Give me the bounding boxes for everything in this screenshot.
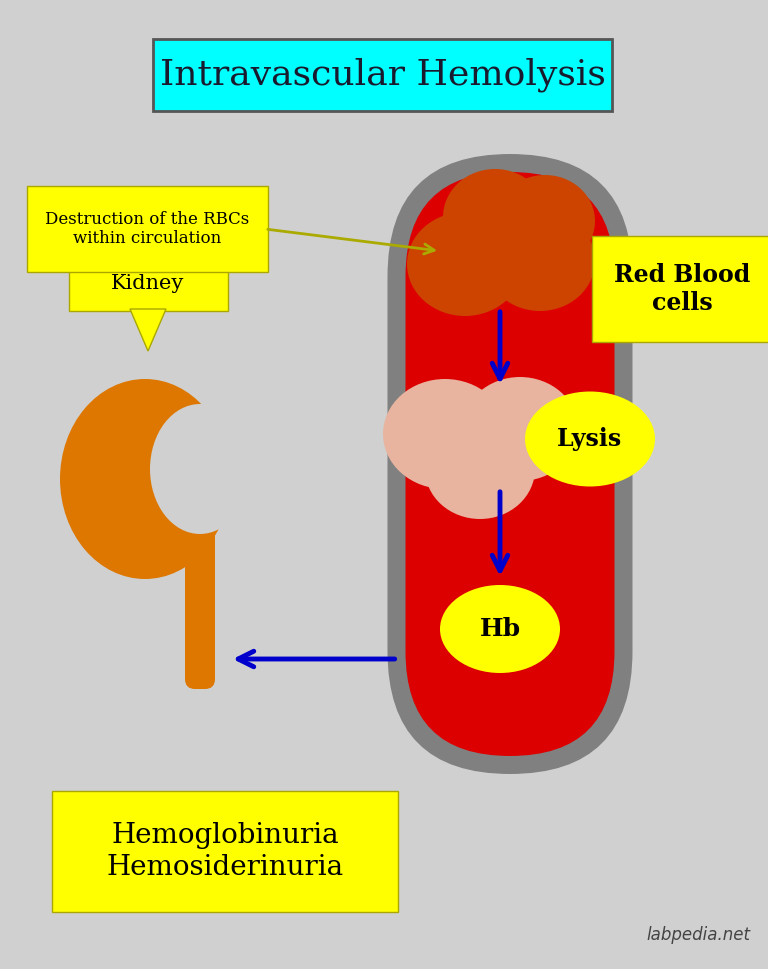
Text: Hemoglobinuria
Hemosiderinuria: Hemoglobinuria Hemosiderinuria [107,823,343,881]
Text: Kidney: Kidney [111,273,184,293]
FancyBboxPatch shape [68,255,227,311]
Ellipse shape [485,211,595,311]
Ellipse shape [407,212,523,316]
FancyBboxPatch shape [52,791,398,912]
Ellipse shape [443,169,547,265]
Text: Destruction of the RBCs
within circulation: Destruction of the RBCs within circulati… [45,210,250,247]
Ellipse shape [525,391,655,486]
Ellipse shape [495,175,595,267]
Ellipse shape [440,585,560,673]
Text: labpedia.net: labpedia.net [646,926,750,944]
Text: Lysis: Lysis [558,427,623,451]
Ellipse shape [150,404,250,534]
Text: Hb: Hb [479,617,521,641]
Ellipse shape [383,379,507,489]
Text: Red Blood
cells: Red Blood cells [614,264,750,315]
FancyBboxPatch shape [153,39,612,111]
Ellipse shape [60,379,230,579]
FancyBboxPatch shape [185,469,215,689]
FancyBboxPatch shape [406,172,614,756]
Ellipse shape [425,419,535,519]
Ellipse shape [462,377,578,481]
FancyBboxPatch shape [27,186,268,272]
FancyBboxPatch shape [388,154,633,774]
Text: Intravascular Hemolysis: Intravascular Hemolysis [160,58,605,92]
Polygon shape [130,309,166,351]
FancyBboxPatch shape [592,236,768,342]
